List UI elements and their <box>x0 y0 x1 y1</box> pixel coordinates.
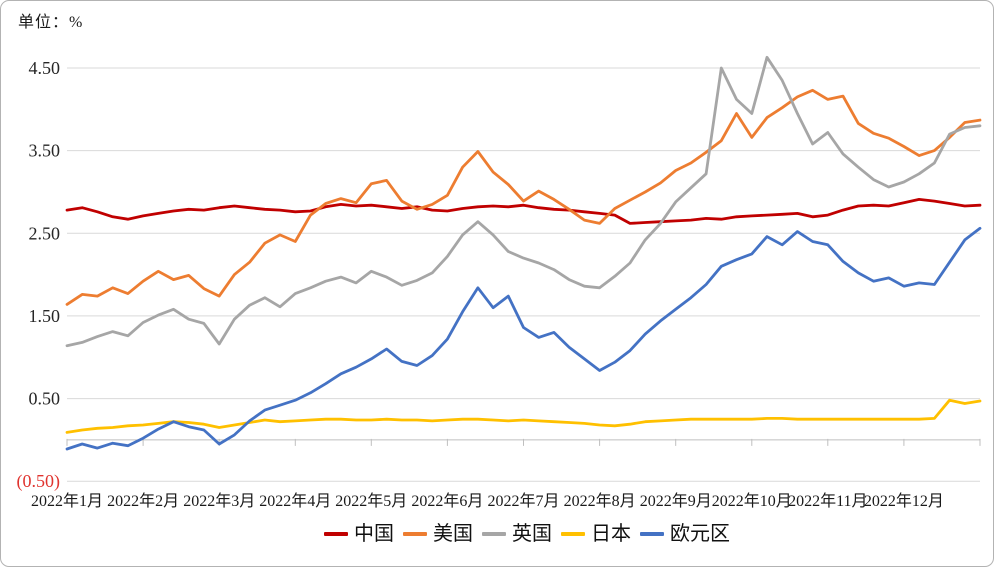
legend-label-eurozone: 欧元区 <box>670 523 730 545</box>
y-axis-tick-label: 4.50 <box>29 58 61 78</box>
x-axis-tick-label: 2022年10月 <box>712 492 792 510</box>
y-axis-tick-label: 1.50 <box>29 306 61 326</box>
y-axis-tick-label: 3.50 <box>29 141 61 161</box>
legend-swatch-usa <box>403 532 427 536</box>
legend-swatch-uk <box>482 532 506 536</box>
legend-item-eurozone: 欧元区 <box>640 524 730 544</box>
unit-label: 单位：% <box>18 14 84 31</box>
series-line-usa <box>65 88 982 306</box>
legend-swatch-china <box>324 532 348 536</box>
x-axis-tick-label: 2022年7月 <box>487 492 559 510</box>
series-line-uk <box>65 55 982 348</box>
legend-label-japan: 日本 <box>591 523 631 545</box>
x-axis-tick-label: 2022年5月 <box>335 492 407 510</box>
x-axis-tick-label: 2022年11月 <box>788 492 867 510</box>
legend-label-uk: 英国 <box>512 523 552 545</box>
x-axis-tick-label: 2022年6月 <box>411 492 483 510</box>
series-line-china <box>65 197 982 225</box>
legend-item-china: 中国 <box>324 524 394 544</box>
legend-swatch-japan <box>561 532 585 536</box>
y-axis-tick-label: (0.50) <box>17 471 61 492</box>
legend-label-china: 中国 <box>354 523 394 545</box>
y-axis-tick-label: 0.50 <box>29 389 61 409</box>
x-axis-tick-label: 2022年8月 <box>564 492 636 510</box>
series-line-japan <box>65 398 982 434</box>
y-axis-tick-label: 2.50 <box>29 223 61 243</box>
chart-legend: 中国 美国 英国 日本 欧元区 <box>31 524 993 544</box>
legend-item-usa: 美国 <box>403 524 473 544</box>
legend-item-japan: 日本 <box>561 524 631 544</box>
yield-line-chart: 4.50 3.50 2.50 1.50 0.50 (0.50)2022年1月 2022年2月… <box>17 55 982 510</box>
x-axis-tick-label: 2022年9月 <box>640 492 712 510</box>
x-axis-tick-label: 2022年1月 <box>31 492 103 510</box>
legend-label-usa: 美国 <box>433 523 473 545</box>
legend-swatch-eurozone <box>640 532 664 536</box>
x-axis-tick-label: 2022年4月 <box>259 492 331 510</box>
series-line-eurozone <box>65 226 982 451</box>
x-axis-tick-label: 2022年3月 <box>183 492 255 510</box>
legend-item-uk: 英国 <box>482 524 552 544</box>
x-axis-tick-label: 2022年2月 <box>107 492 179 510</box>
x-axis-tick-label: 2022年12月 <box>864 492 944 510</box>
